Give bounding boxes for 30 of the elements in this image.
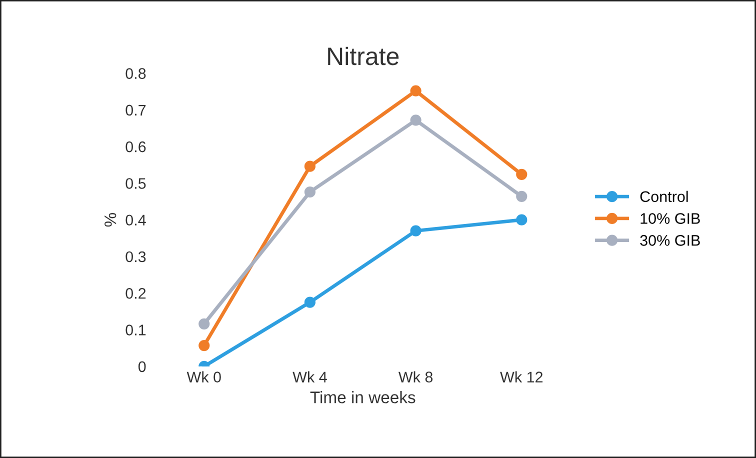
- chart-title: Nitrate: [328, 46, 399, 66]
- y-tick-label: 0.7: [126, 104, 146, 116]
- y-axis-title: %: [104, 213, 116, 227]
- y-tick-label: 0.1: [126, 324, 146, 336]
- legend-label: Control: [640, 190, 688, 202]
- y-tick-label: 0.2: [126, 288, 146, 299]
- point: [516, 168, 528, 180]
- y-tick-label: 0.4: [126, 214, 146, 226]
- y-tick-label: 0.8: [126, 68, 146, 79]
- point: [198, 340, 210, 352]
- point: [304, 160, 316, 172]
- x-tick-label: Wk 0: [186, 371, 221, 382]
- y-tick-label: 0.3: [126, 251, 146, 262]
- legend-label: 10% GIB: [640, 213, 700, 224]
- y-tick-label: 0.6: [126, 141, 146, 152]
- point: [304, 186, 316, 198]
- x-tick-label: Wk 8: [398, 371, 433, 382]
- point: [516, 190, 528, 202]
- x-axis-title: Time in weeks: [310, 391, 416, 404]
- x-tick-label: Wk 12: [500, 371, 543, 382]
- point: [410, 114, 422, 126]
- x-tick-label: Wk 4: [292, 371, 327, 382]
- y-tick-label: 0: [138, 361, 146, 372]
- point: [198, 318, 210, 330]
- point: [516, 214, 528, 226]
- point: [410, 85, 422, 96]
- point: [410, 225, 422, 236]
- y-tick-label: 0.5: [126, 178, 146, 189]
- point: [304, 296, 316, 308]
- legend-label: 30% GIB: [640, 235, 700, 246]
